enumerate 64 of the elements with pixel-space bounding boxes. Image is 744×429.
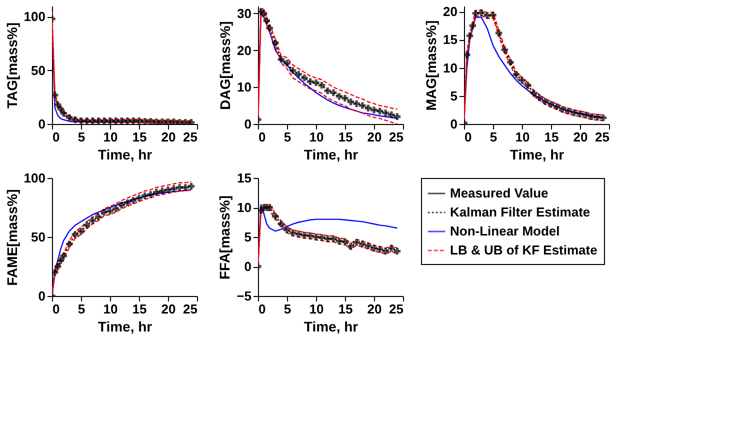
- x-tick-label: 0: [258, 130, 266, 144]
- x-axis-title: Time, hr: [304, 146, 359, 162]
- y-tick-label: 0: [38, 116, 46, 132]
- x-tick-label: 20: [367, 130, 382, 144]
- x-tick-label: 5: [78, 302, 86, 316]
- x-tick-label: 15: [338, 130, 353, 144]
- y-tick-label: 100: [24, 9, 46, 24]
- x-tick-label: 10: [103, 130, 118, 144]
- y-tick-label: 10: [237, 200, 252, 215]
- x-axis-title: Time, hr: [98, 318, 153, 334]
- y-tick-label: 50: [31, 62, 46, 78]
- x-tick-label: 15: [544, 130, 559, 144]
- x-tick-label: 25: [389, 130, 404, 144]
- x-tick-label: 10: [515, 130, 530, 144]
- x-tick-label: 10: [309, 130, 324, 144]
- x-tick-label: 10: [309, 302, 324, 316]
- legend-label: Non-Linear Model: [450, 224, 560, 238]
- legend-label: Kalman Filter Estimate: [450, 204, 590, 220]
- y-tick-label: 50: [31, 230, 46, 244]
- x-tick-label: 5: [78, 130, 86, 144]
- x-tick-label: 20: [573, 130, 588, 144]
- x-tick-label: 0: [464, 130, 472, 144]
- y-axis-title: FFA[mass%]: [216, 195, 233, 280]
- y-tick-label: 30: [237, 6, 252, 21]
- x-tick-label: 5: [490, 130, 498, 144]
- y-axis-title: DAG[mass%]: [217, 21, 234, 110]
- y-tick-label: 0: [38, 288, 46, 304]
- x-tick-label: 20: [367, 302, 382, 316]
- x-axis-title: Time, hr: [304, 318, 359, 334]
- x-tick-label: 20: [161, 302, 176, 316]
- x-tick-label: 15: [132, 130, 147, 144]
- legend-label: LB & UB of KF Estimate: [450, 242, 598, 258]
- x-tick-label: 25: [595, 130, 610, 144]
- x-tick-label: 10: [103, 302, 118, 316]
- x-tick-label: 15: [132, 302, 147, 316]
- y-axis-title: MAG[mass%]: [423, 20, 440, 111]
- y-tick-label: 15: [237, 170, 252, 186]
- y-tick-label: 20: [443, 4, 458, 20]
- y-tick-label: 0: [450, 116, 458, 132]
- legend-label: Measured Value: [450, 186, 548, 200]
- y-axis-title: TAG[mass%]: [4, 22, 20, 109]
- x-tick-label: 15: [338, 302, 353, 316]
- y-tick-label: 0: [244, 259, 252, 274]
- y-tick-label: 15: [443, 32, 458, 48]
- x-axis-title: Time, hr: [510, 146, 565, 162]
- y-tick-label: 100: [24, 170, 46, 186]
- x-tick-label: 0: [52, 302, 60, 316]
- x-tick-label: 25: [389, 302, 404, 316]
- x-tick-label: 20: [161, 130, 176, 144]
- x-tick-label: 5: [284, 130, 292, 144]
- y-tick-label: 20: [237, 42, 252, 58]
- y-axis-title: FAME[mass%]: [4, 189, 20, 286]
- x-axis-title: Time, hr: [98, 146, 153, 162]
- x-tick-label: 0: [258, 302, 266, 316]
- x-tick-label: 25: [183, 302, 198, 316]
- y-tick-label: −5: [236, 288, 252, 304]
- y-tick-label: 5: [450, 88, 458, 104]
- y-tick-label: 10: [237, 80, 252, 95]
- y-tick-label: 10: [443, 60, 458, 76]
- x-tick-label: 5: [284, 302, 292, 316]
- x-tick-label: 0: [52, 130, 60, 144]
- y-tick-label: 0: [244, 116, 252, 132]
- x-tick-label: 25: [183, 130, 198, 144]
- y-tick-label: 5: [244, 230, 252, 244]
